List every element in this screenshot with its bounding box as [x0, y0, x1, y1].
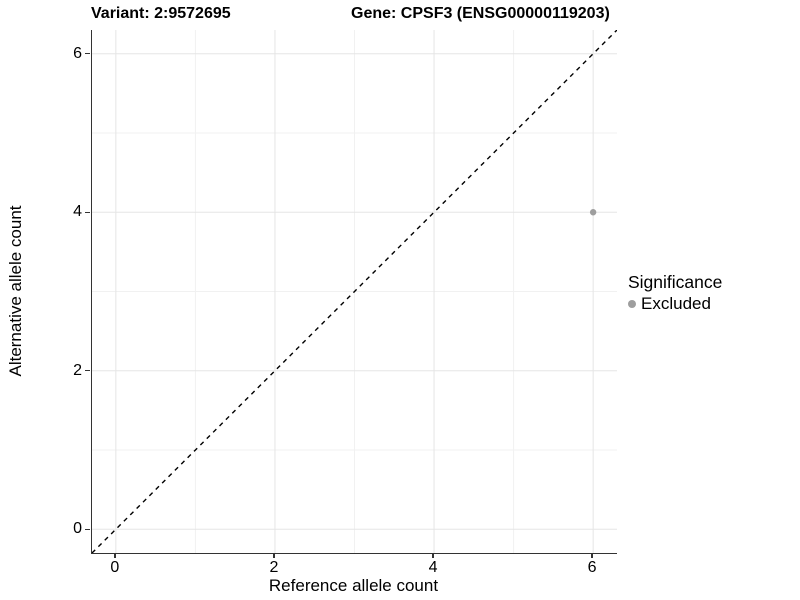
legend-title: Significance [628, 272, 723, 292]
x-tick-mark [591, 553, 593, 558]
x-tick-mark [432, 553, 434, 558]
y-tick-label: 0 [73, 520, 82, 538]
plot-canvas [92, 30, 617, 553]
x-axis-title: Reference allele count [268, 576, 439, 595]
y-tick-label: 6 [73, 44, 82, 62]
legend: Significance Excluded [628, 272, 722, 313]
legend-item: Excluded [628, 294, 722, 313]
x-tick-label: 0 [110, 559, 120, 576]
y-tick-label: 4 [73, 203, 82, 221]
x-tick-label: 4 [428, 559, 438, 576]
y-tick-mark [85, 528, 90, 530]
y-tick-mark [85, 370, 90, 372]
plot-title-variant: Variant: 2:9572695 [91, 5, 231, 22]
legend-item-label: Excluded [641, 294, 711, 313]
x-tick-label: 2 [269, 559, 279, 576]
data-point [589, 209, 597, 216]
x-tick-mark [114, 553, 116, 558]
legend-point-icon [628, 299, 636, 308]
plot-panel [91, 30, 617, 554]
x-tick-label: 6 [587, 559, 597, 576]
plot-title-gene: Gene: CPSF3 (ENSG00000119203) [351, 5, 610, 22]
y-tick-mark [85, 211, 90, 213]
identity-reference-line [92, 30, 617, 553]
y-tick-mark [85, 53, 90, 55]
legend-items: Excluded [628, 294, 722, 313]
x-tick-mark [273, 553, 275, 558]
y-axis-title-text: Alternative allele count [6, 205, 25, 377]
y-tick-label: 2 [73, 361, 82, 379]
